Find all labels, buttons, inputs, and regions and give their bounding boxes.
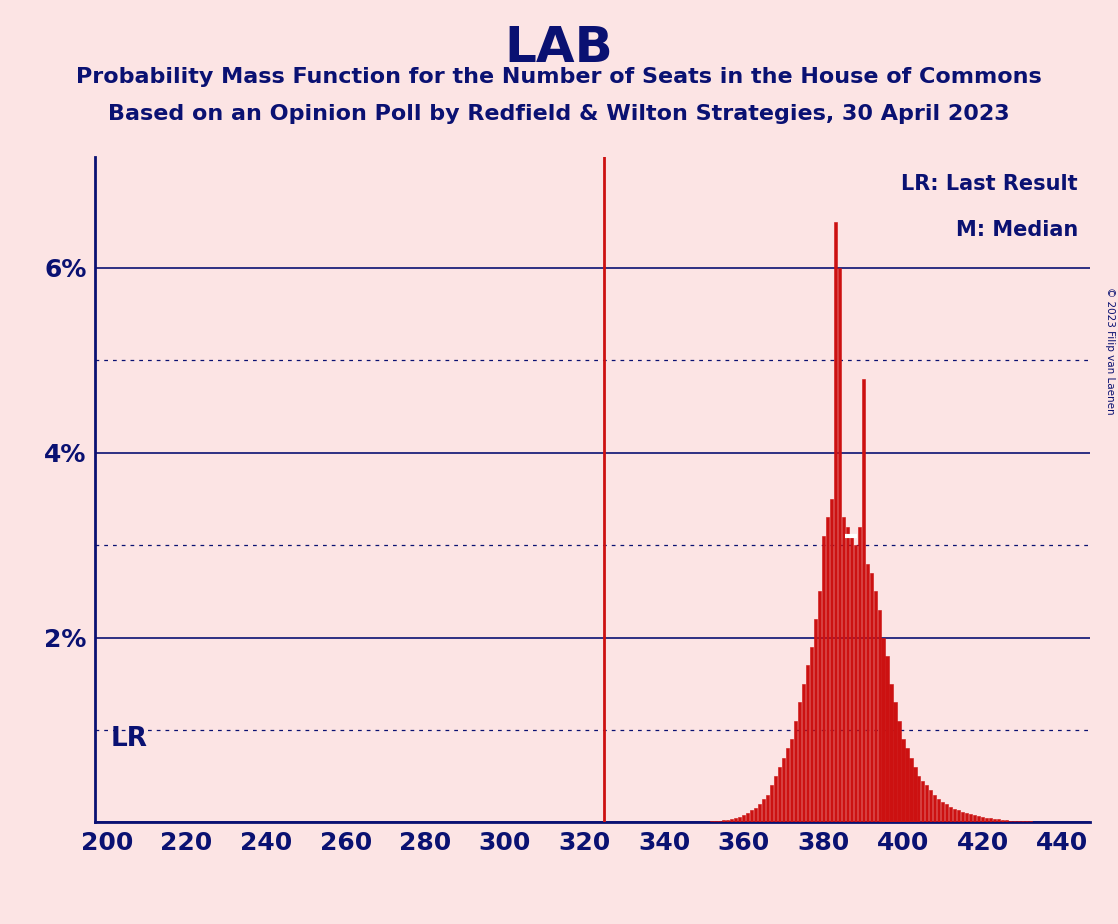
Bar xyxy=(921,781,925,822)
Bar xyxy=(858,527,861,822)
Bar xyxy=(1005,821,1008,822)
Bar xyxy=(949,807,953,822)
Bar xyxy=(814,619,817,822)
Bar xyxy=(786,748,789,822)
Bar xyxy=(881,638,884,822)
Bar xyxy=(954,808,956,822)
Bar xyxy=(885,656,889,822)
Bar xyxy=(901,739,904,822)
Bar xyxy=(989,819,992,822)
Bar xyxy=(714,821,718,822)
Bar xyxy=(735,818,738,822)
Bar xyxy=(993,819,996,822)
Bar xyxy=(890,684,892,822)
Bar xyxy=(758,804,761,822)
Bar xyxy=(778,767,781,822)
Bar xyxy=(845,527,849,822)
Text: Probability Mass Function for the Number of Seats in the House of Commons: Probability Mass Function for the Number… xyxy=(76,67,1042,87)
Bar xyxy=(738,817,741,822)
Bar xyxy=(809,647,813,822)
Bar xyxy=(842,517,845,822)
Bar xyxy=(727,820,729,822)
Bar xyxy=(913,767,917,822)
Bar xyxy=(1025,821,1027,822)
Bar xyxy=(906,748,909,822)
Bar xyxy=(1013,821,1016,822)
Bar xyxy=(957,810,960,822)
Bar xyxy=(834,222,837,822)
Bar xyxy=(997,820,1001,822)
Bar xyxy=(969,814,973,822)
Bar xyxy=(762,799,766,822)
Bar xyxy=(1029,821,1032,822)
Bar xyxy=(865,564,869,822)
Bar xyxy=(822,536,825,822)
Bar xyxy=(961,812,965,822)
Text: LAB: LAB xyxy=(504,24,614,72)
Bar xyxy=(718,821,721,822)
Bar xyxy=(770,785,774,822)
Text: Based on an Opinion Poll by Redfield & Wilton Strategies, 30 April 2023: Based on an Opinion Poll by Redfield & W… xyxy=(108,104,1010,125)
Bar xyxy=(909,758,912,822)
Bar xyxy=(806,665,809,822)
Bar xyxy=(977,816,980,822)
Bar xyxy=(781,758,785,822)
Bar xyxy=(802,684,805,822)
Bar xyxy=(850,536,853,822)
Bar xyxy=(941,802,945,822)
Bar xyxy=(945,804,948,822)
Bar xyxy=(766,795,769,822)
Bar xyxy=(730,819,733,822)
Bar xyxy=(873,591,877,822)
Bar xyxy=(1021,821,1024,822)
Text: LR: Last Result: LR: Last Result xyxy=(901,175,1078,194)
Bar xyxy=(746,813,749,822)
Bar xyxy=(893,702,897,822)
Bar xyxy=(973,815,976,822)
Text: M: Median: M: Median xyxy=(956,220,1078,240)
Bar xyxy=(929,790,932,822)
Bar xyxy=(826,517,828,822)
Bar xyxy=(965,813,968,822)
Bar xyxy=(837,268,841,822)
Bar xyxy=(830,499,833,822)
Bar xyxy=(755,808,757,822)
Bar xyxy=(798,702,802,822)
Bar xyxy=(742,815,746,822)
Bar xyxy=(937,799,940,822)
Text: © 2023 Filip van Laenen: © 2023 Filip van Laenen xyxy=(1105,287,1115,415)
Bar xyxy=(898,721,901,822)
Bar xyxy=(934,795,937,822)
Bar xyxy=(926,785,928,822)
Bar xyxy=(710,821,713,822)
Bar xyxy=(1001,820,1004,822)
Bar xyxy=(750,810,754,822)
Bar xyxy=(878,610,881,822)
Bar xyxy=(985,818,988,822)
Bar xyxy=(722,821,726,822)
Bar xyxy=(862,379,865,822)
Bar xyxy=(854,545,856,822)
Bar xyxy=(1016,821,1020,822)
Bar xyxy=(917,776,920,822)
Bar xyxy=(817,591,821,822)
Bar xyxy=(1008,821,1012,822)
Bar xyxy=(774,776,777,822)
Bar xyxy=(794,721,797,822)
Text: LR: LR xyxy=(111,726,148,752)
Bar xyxy=(870,573,873,822)
Bar xyxy=(980,817,984,822)
Bar xyxy=(790,739,793,822)
